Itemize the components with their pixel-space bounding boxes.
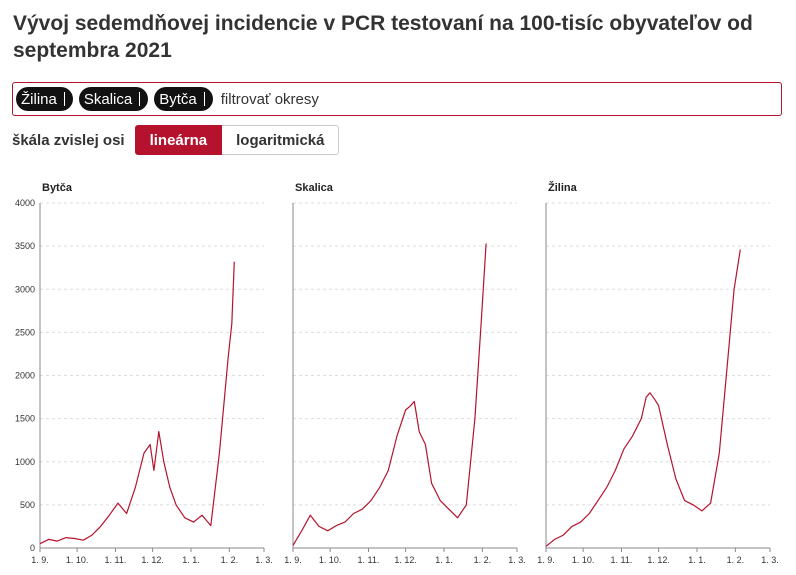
incidence-line [39,261,235,545]
district-tag[interactable]: Bytča [154,87,213,111]
small-multiples-chart: 0 500 1000 1500 2000 2500 3000 3500 4000 Bytča 1. … [15,181,779,565]
x-tick-label: 1. 2. [474,555,492,565]
x-tick-label: 1. 9. [537,555,555,565]
x-tick-label: 1. 10. [66,555,89,565]
district-tag-label: Skalica [83,90,133,108]
x-tick-label: 1. 1. [688,555,706,565]
x-tick-label: 1. 10. [319,555,342,565]
y-tick-label: 1000 [15,457,35,467]
y-tick-label: 3500 [15,241,35,251]
chart-panel: Bytča 1. 9. 1. 10. 1. 11. 1. 12. 1. 1. 1. 2. 1.… [31,182,273,565]
x-tick-label: 1. 9. [31,555,49,565]
y-tick-label: 1500 [15,414,35,424]
incidence-line [292,243,487,546]
x-tick-label: 1. 11. [105,555,127,565]
scale-linear-button[interactable]: lineárna [134,125,223,155]
district-tag-label: Žilina [21,90,57,108]
y-tick-label: 3000 [15,284,35,294]
y-tick-label: 2000 [15,371,35,381]
panel-title: Žilina [548,181,578,194]
y-tick-label: 4000 [15,198,35,208]
district-tag-label: Bytča [159,90,197,108]
y-tick-label: 0 [30,543,35,553]
district-tag[interactable]: Žilina [16,87,73,111]
scale-log-button[interactable]: logaritmická [222,125,340,155]
x-tick-label: 1. 3. [508,555,526,565]
x-tick-label: 1. 2. [221,555,239,565]
x-tick-label: 1. 1. [435,555,453,565]
district-filter[interactable]: Žilina Skalica Bytča [12,82,782,116]
panel-title: Bytča [42,182,73,194]
x-tick-label: 1. 3. [255,555,273,565]
tag-remove-icon[interactable] [203,92,205,106]
y-tick-label: 500 [20,500,35,510]
x-tick-label: 1. 12. [647,555,670,565]
district-search-input[interactable] [218,90,521,108]
chart-panel: Žilina 1. 9. 1. 10. 1. 11. 1. 12. 1. 1. 1. 2. 1… [537,181,779,565]
x-tick-label: 1. 2. [727,555,745,565]
tag-remove-icon[interactable] [63,92,65,106]
x-tick-label: 1. 12. [141,555,164,565]
x-tick-label: 1. 10. [572,555,595,565]
chart-panel: Skalica 1. 9. 1. 10. 1. 11. 1. 12. 1. 1. 1. 2.… [284,182,526,565]
panel-title: Skalica [295,182,334,194]
y-tick-label: 2500 [15,327,35,337]
x-tick-label: 1. 9. [284,555,302,565]
scale-switch: škála zvislej osi lineárna logaritmická [12,125,340,155]
incidence-line [545,249,741,547]
tag-remove-icon[interactable] [139,92,141,106]
page-title: Vývoj sedemdňovej incidencie v PCR testo… [13,12,753,62]
x-tick-label: 1. 11. [611,555,633,565]
x-tick-label: 1. 3. [761,555,779,565]
x-tick-label: 1. 11. [358,555,380,565]
x-tick-label: 1. 1. [182,555,200,565]
district-tag[interactable]: Skalica [78,87,149,111]
scale-label: škála zvislej osi [12,131,125,149]
x-tick-label: 1. 12. [394,555,417,565]
